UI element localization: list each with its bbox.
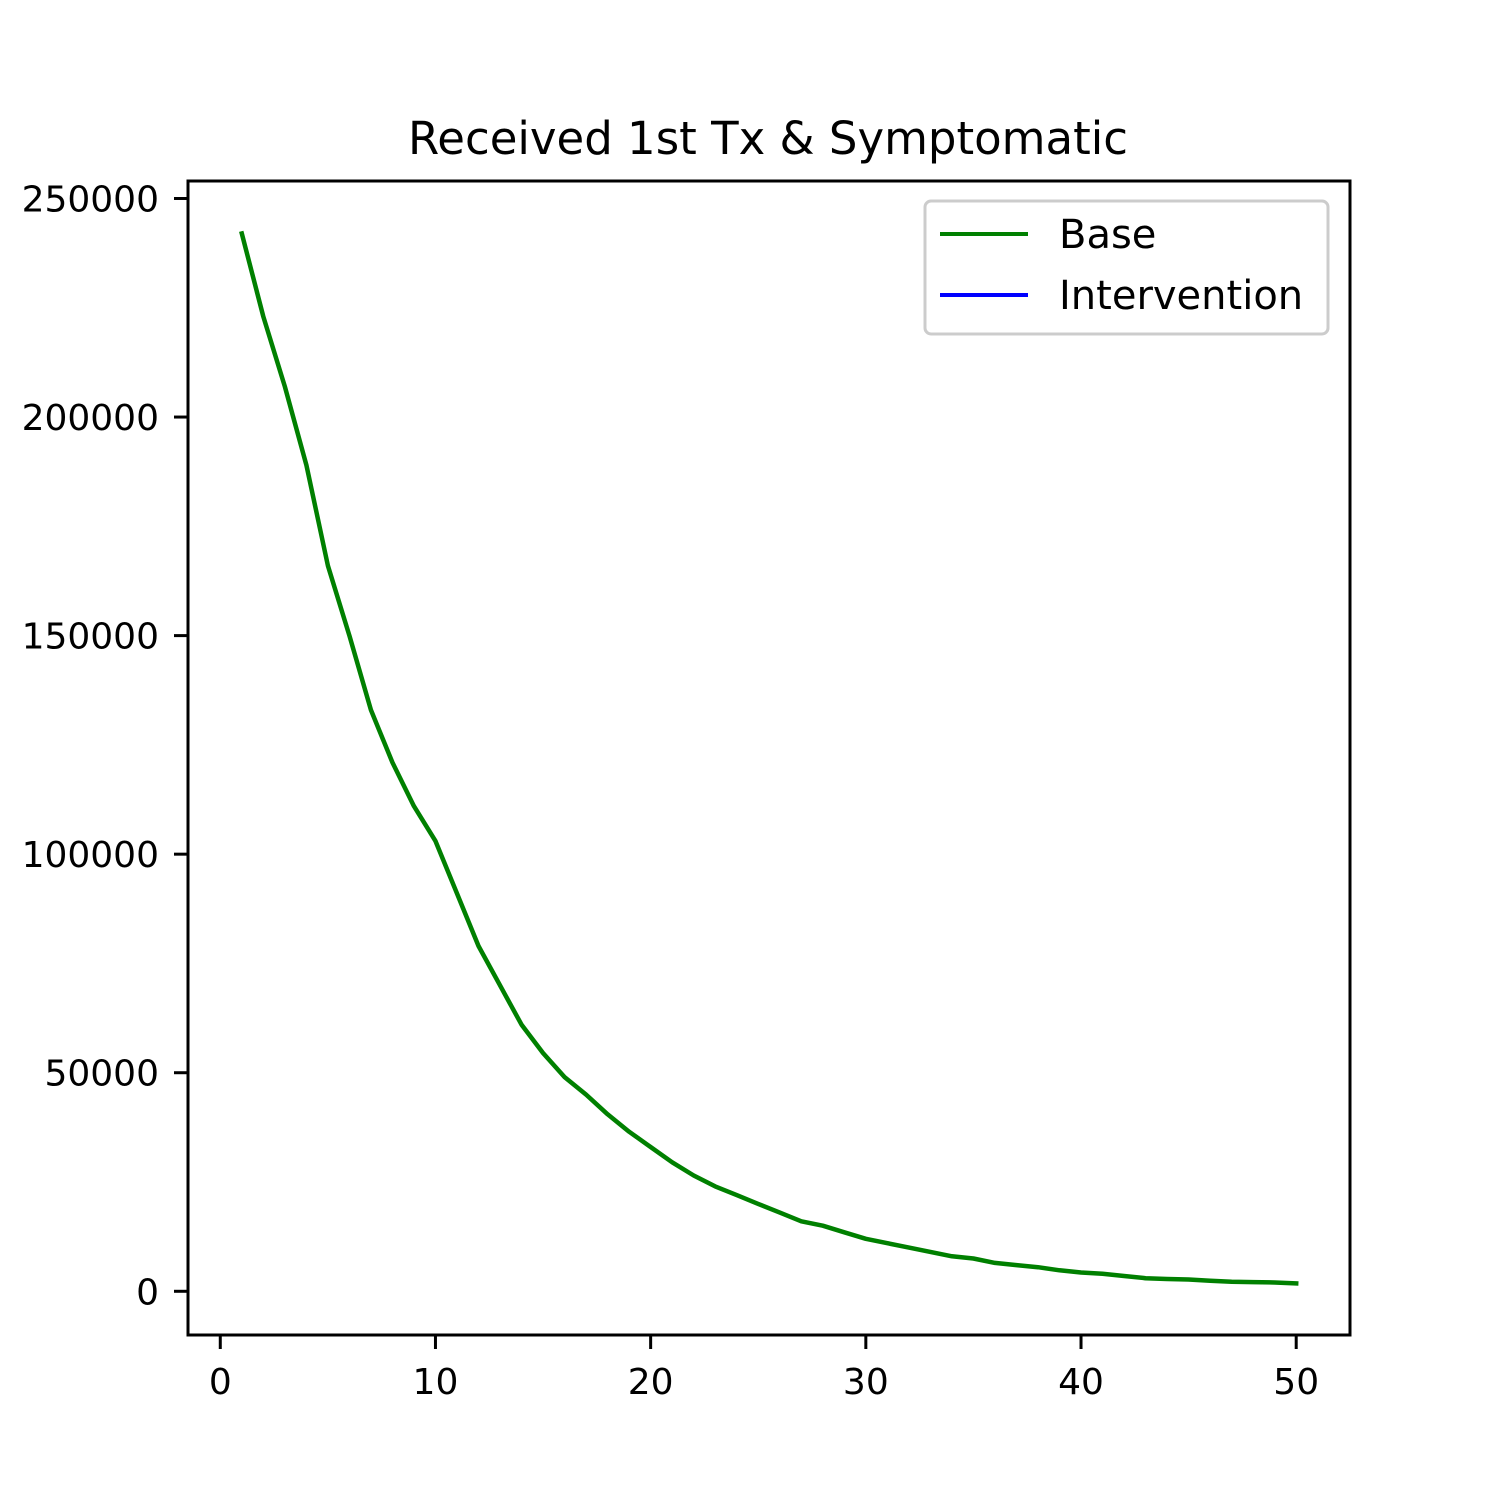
y-tick-label: 150000	[22, 617, 159, 658]
y-tick-label: 250000	[22, 179, 159, 220]
x-tick-label: 10	[413, 1362, 459, 1403]
legend-label-base: Base	[1059, 212, 1156, 258]
x-tick-label: 40	[1058, 1362, 1104, 1403]
plot-frame	[186, 179, 1352, 1337]
legend: Base Intervention	[923, 199, 1330, 336]
y-tick-label: 100000	[22, 835, 159, 876]
y-tick-label: 200000	[22, 398, 159, 439]
y-tick-label: 50000	[44, 1054, 159, 1095]
y-tick-label: 0	[136, 1272, 159, 1313]
y-axis: 0 50000 100000 150000 200000 250000	[22, 179, 188, 1313]
x-axis: 0 10 20 30 40 50	[209, 1335, 1319, 1403]
x-tick-label: 0	[209, 1362, 232, 1403]
series-layer	[239, 230, 1299, 1286]
x-tick-label: 30	[843, 1362, 889, 1403]
series-line-base	[239, 230, 1299, 1286]
chart-title: Received 1st Tx & Symptomatic	[408, 112, 1128, 165]
x-tick-label: 20	[628, 1362, 674, 1403]
x-tick-label: 50	[1273, 1362, 1319, 1403]
legend-label-intervention: Intervention	[1059, 273, 1303, 319]
